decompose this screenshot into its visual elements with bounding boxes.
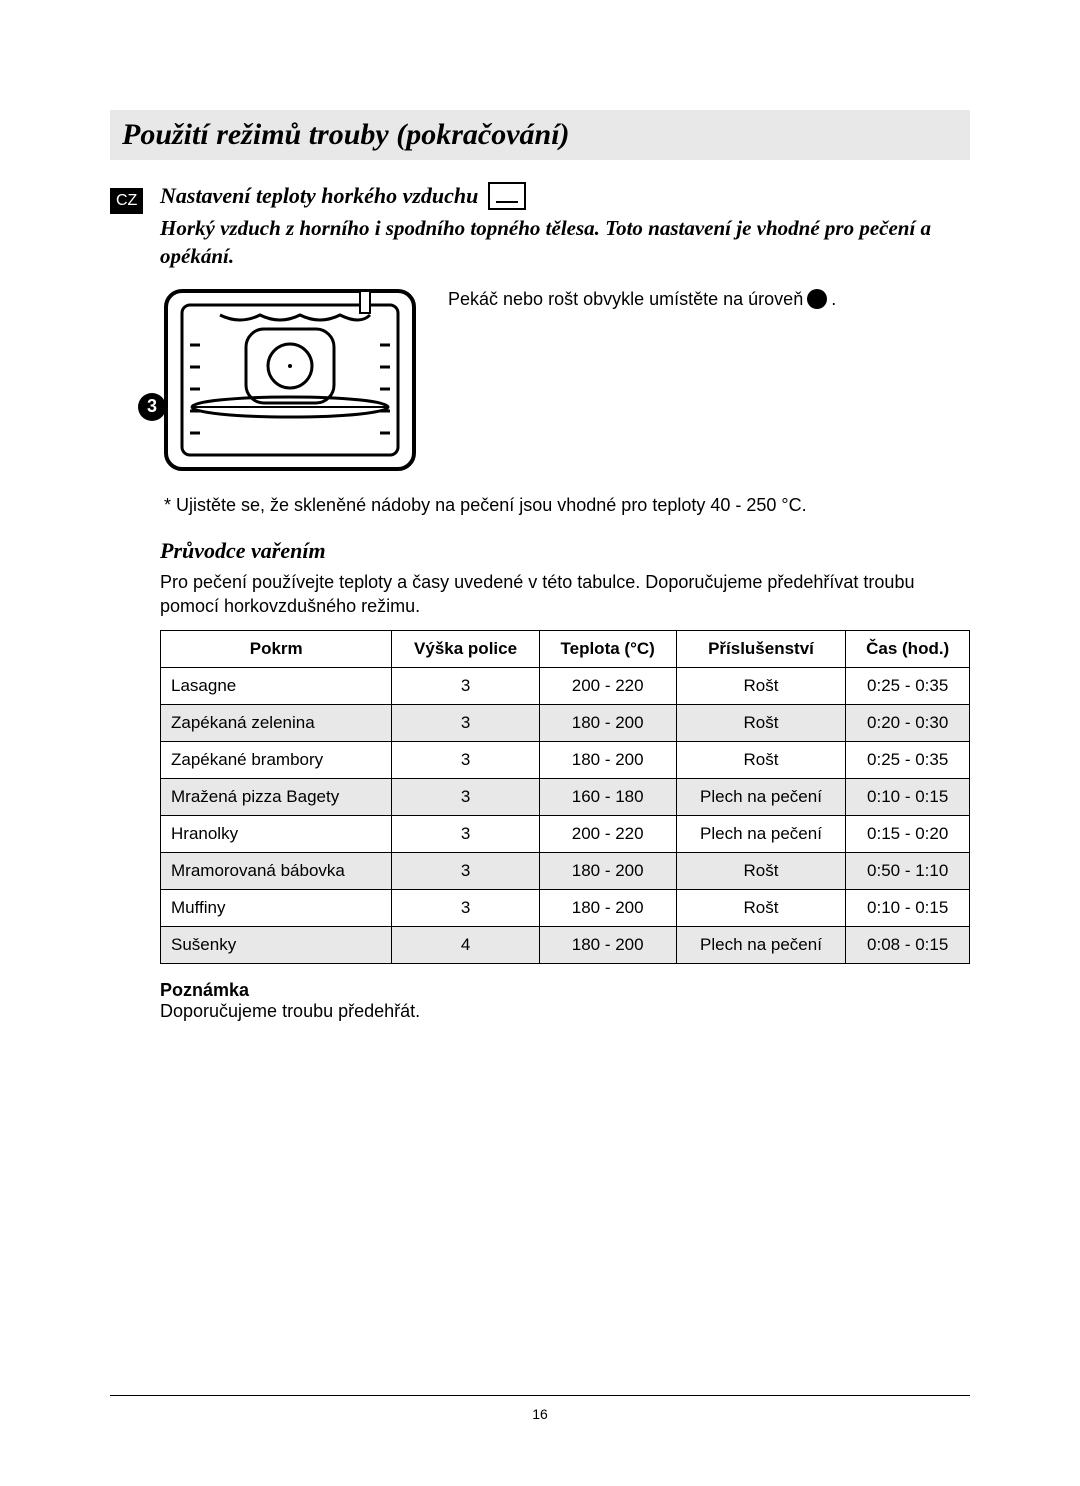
table-cell: 180 - 200 [539,742,676,779]
placement-text-suffix: . [831,289,836,310]
col-accessory: Příslušenství [676,631,846,668]
table-cell: 4 [392,927,539,964]
table-cell: Plech na pečení [676,816,846,853]
table-cell: Lasagne [161,668,392,705]
table-row: Muffiny3180 - 200Rošt0:10 - 0:15 [161,890,970,927]
footnote-block: Poznámka Doporučujeme troubu předehřát. [160,980,970,1022]
content-area: Nastavení teploty horkého vzduchu Horký … [160,182,970,1022]
table-cell: 180 - 200 [539,705,676,742]
table-cell: Plech na pečení [676,779,846,816]
table-cell: 0:10 - 0:15 [846,779,970,816]
table-row: Mramorovaná bábovka3180 - 200Rošt0:50 - … [161,853,970,890]
table-cell: 0:08 - 0:15 [846,927,970,964]
table-cell: Rošt [676,853,846,890]
shelf-level-badge: 3 [138,393,166,421]
table-cell: Sušenky [161,927,392,964]
table-cell: 0:15 - 0:20 [846,816,970,853]
table-cell: 0:25 - 0:35 [846,668,970,705]
table-cell: Rošt [676,890,846,927]
table-row: Zapékaná zelenina3180 - 200Rošt0:20 - 0:… [161,705,970,742]
table-row: Hranolky3200 - 220Plech na pečení0:15 - … [161,816,970,853]
table-cell: Zapékané brambory [161,742,392,779]
table-cell: 180 - 200 [539,853,676,890]
table-cell: 3 [392,742,539,779]
table-cell: 3 [392,853,539,890]
section-lead: Horký vzduch z horního i spodního topnéh… [160,214,970,271]
table-cell: 0:10 - 0:15 [846,890,970,927]
table-cell: Rošt [676,705,846,742]
table-cell: Muffiny [161,890,392,927]
level-dot-icon [807,289,827,309]
table-cell: Hranolky [161,816,392,853]
table-cell: 180 - 200 [539,890,676,927]
table-cell: Mražená pizza Bagety [161,779,392,816]
section-heading-row: Nastavení teploty horkého vzduchu [160,182,970,210]
col-temp: Teplota (°C) [539,631,676,668]
table-cell: 3 [392,779,539,816]
table-header-row: Pokrm Výška police Teplota (°C) Přísluše… [161,631,970,668]
table-row: Zapékané brambory3180 - 200Rošt0:25 - 0:… [161,742,970,779]
table-cell: Rošt [676,668,846,705]
cooking-guide-table: Pokrm Výška police Teplota (°C) Přísluše… [160,630,970,964]
table-cell: 0:50 - 1:10 [846,853,970,890]
table-cell: Plech na pečení [676,927,846,964]
placement-instruction: Pekáč nebo rošt obvykle umístěte na úrov… [448,289,836,310]
page-title: Použití režimů trouby (pokračování) [122,118,958,152]
table-cell: 200 - 220 [539,816,676,853]
table-cell: 0:25 - 0:35 [846,742,970,779]
section-heading: Nastavení teploty horkého vzduchu [160,183,478,209]
table-cell: Mramorovaná bábovka [161,853,392,890]
table-cell: 3 [392,668,539,705]
cooking-guide-intro: Pro pečení používejte teploty a časy uve… [160,570,970,619]
table-cell: 3 [392,705,539,742]
table-cell: 200 - 220 [539,668,676,705]
table-row: Sušenky4180 - 200Plech na pečení0:08 - 0… [161,927,970,964]
oven-interior-icon [160,285,420,475]
footnote-text: Doporučujeme troubu předehřát. [160,1001,420,1021]
page-number: 16 [0,1406,1080,1422]
table-cell: 3 [392,890,539,927]
table-cell: Rošt [676,742,846,779]
table-cell: 160 - 180 [539,779,676,816]
table-row: Lasagne3200 - 220Rošt0:25 - 0:35 [161,668,970,705]
col-time: Čas (hod.) [846,631,970,668]
language-badge: CZ [110,188,143,214]
table-cell: 180 - 200 [539,927,676,964]
figure-row: 3 Pekáč nebo rošt obvykle umístěte na úr… [160,285,970,475]
table-cell: 3 [392,816,539,853]
oven-figure: 3 [160,285,420,475]
placement-text-prefix: Pekáč nebo rošt obvykle umístěte na úrov… [448,289,803,310]
table-cell: Zapékaná zelenina [161,705,392,742]
table-cell: 0:20 - 0:30 [846,705,970,742]
col-dish: Pokrm [161,631,392,668]
cooking-guide-heading: Průvodce vařením [110,538,970,564]
table-row: Mražená pizza Bagety3160 - 180Plech na p… [161,779,970,816]
col-shelf: Výška police [392,631,539,668]
title-bar: Použití režimů trouby (pokračování) [110,110,970,160]
footer-divider [110,1395,970,1396]
convection-mode-icon [488,182,526,210]
footnote-label: Poznámka [160,980,249,1000]
asterisk-note: * Ujistěte se, že skleněné nádoby na peč… [164,495,970,516]
